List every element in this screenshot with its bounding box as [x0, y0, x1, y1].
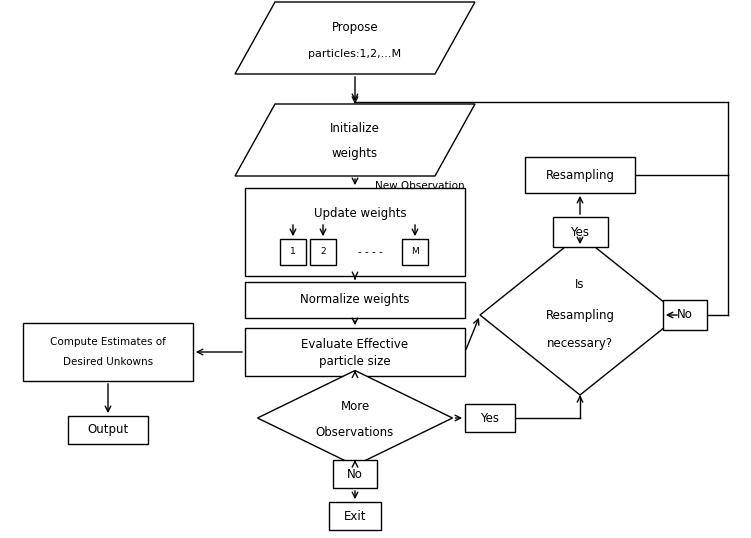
Text: M: M: [411, 247, 419, 257]
Text: Output: Output: [87, 423, 128, 436]
Text: Propose: Propose: [332, 22, 379, 34]
Text: Desired Unkowns: Desired Unkowns: [63, 357, 153, 367]
Bar: [402, 239, 428, 265]
Text: Yes: Yes: [571, 225, 590, 238]
Text: Yes: Yes: [481, 412, 499, 424]
Text: No: No: [347, 468, 363, 480]
Bar: [310, 239, 336, 265]
Bar: [245, 328, 465, 376]
Text: Resampling: Resampling: [545, 308, 614, 322]
Bar: [663, 300, 707, 330]
Text: weights: weights: [332, 147, 378, 160]
Bar: [525, 157, 635, 193]
Text: Normalize weights: Normalize weights: [300, 294, 410, 307]
Text: particle size: particle size: [319, 356, 391, 369]
Polygon shape: [235, 2, 475, 74]
Text: Initialize: Initialize: [330, 122, 380, 134]
Text: Compute Estimates of: Compute Estimates of: [50, 337, 166, 347]
Text: More: More: [340, 400, 369, 413]
Text: 1: 1: [290, 247, 296, 257]
Text: Observations: Observations: [316, 426, 394, 438]
Text: Resampling: Resampling: [545, 168, 614, 181]
Bar: [280, 239, 306, 265]
Text: - - - -: - - - -: [357, 247, 382, 257]
Polygon shape: [480, 235, 680, 395]
Text: Evaluate Effective: Evaluate Effective: [301, 337, 409, 350]
Text: Is: Is: [575, 279, 585, 292]
Text: 2: 2: [320, 247, 326, 257]
Bar: [68, 416, 148, 444]
Text: New Observation: New Observation: [375, 181, 465, 191]
Polygon shape: [258, 371, 453, 465]
Bar: [553, 217, 608, 247]
Text: necessary?: necessary?: [547, 336, 613, 350]
Text: Exit: Exit: [344, 509, 366, 522]
Text: particles:1,2,...M: particles:1,2,...M: [309, 49, 402, 59]
Bar: [245, 188, 465, 276]
Bar: [333, 460, 377, 488]
Bar: [23, 323, 193, 381]
Text: No: No: [677, 308, 693, 322]
Bar: [245, 282, 465, 318]
Bar: [329, 502, 381, 530]
Bar: [465, 404, 515, 432]
Text: Update weights: Update weights: [314, 208, 406, 221]
Polygon shape: [235, 104, 475, 176]
